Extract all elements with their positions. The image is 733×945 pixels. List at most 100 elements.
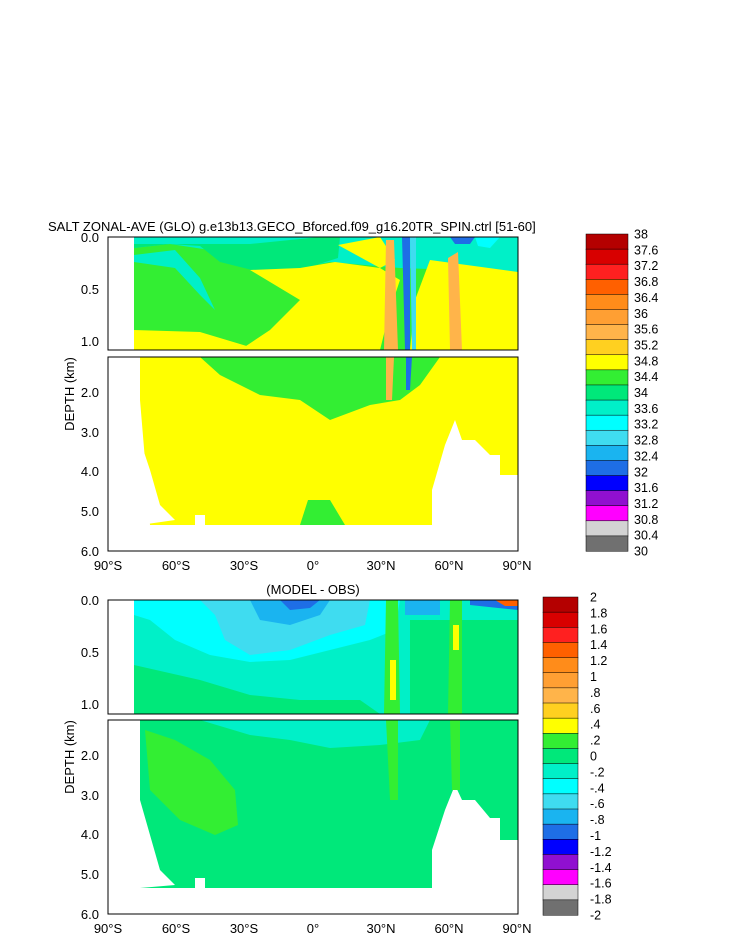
colorbar-2-label-11: -.2 — [590, 765, 605, 779]
colorbar-1-label-16: 31.6 — [634, 481, 658, 495]
colorbar-1-label-15: 32 — [634, 465, 648, 479]
colorbar-1-label-20: 30 — [634, 545, 648, 559]
colorbar-2-label-5: 1 — [590, 670, 597, 684]
panel-1-ytick-6: 5.0 — [81, 504, 99, 519]
colorbar-1-label-14: 32.4 — [634, 449, 658, 463]
panel-2-colorbar: 21.81.61.41.21.8.6.4.20-.2-.4-.6-.8-1-1.… — [542, 591, 612, 923]
colorbar-1-swatch-19 — [585, 520, 629, 537]
colorbar-1-swatch-15 — [585, 460, 629, 477]
panel-2-ytick-5: 4.0 — [81, 827, 99, 842]
colorbar-1-label-12: 33.2 — [634, 418, 658, 432]
colorbar-2-swatch-8 — [542, 717, 579, 734]
panel-2-y-axis: 0.0 0.5 1.0 2.0 3.0 4.0 5.0 6.0 DEPTH (k… — [62, 593, 99, 922]
colorbar-1-label-19: 30.4 — [634, 529, 658, 543]
colorbar-2-label-12: -.4 — [590, 781, 605, 795]
panel-1-ytick-1: 0.5 — [81, 282, 99, 297]
colorbar-1-label-4: 36.4 — [634, 291, 658, 305]
panel-2-upper-field — [108, 600, 518, 714]
colorbar-2-swatch-2 — [542, 627, 579, 643]
colorbar-2-label-16: -1.2 — [590, 845, 612, 859]
colorbar-2-swatch-5 — [542, 672, 579, 689]
colorbar-1-swatch-5 — [585, 309, 629, 326]
panel-2-xtick-1: 60°S — [162, 921, 191, 936]
panel-2-x-axis: 90°S 60°S 30°S 0° 30°N 60°N 90°N — [94, 921, 532, 936]
colorbar-2-swatch-18 — [542, 869, 579, 886]
panel-1-lower-field — [108, 357, 518, 551]
panel-1-ytick-7: 6.0 — [81, 544, 99, 559]
colorbar-2-label-10: 0 — [590, 750, 597, 764]
colorbar-1-swatch-3 — [585, 279, 629, 295]
panel-2-xtick-4: 30°N — [366, 921, 395, 936]
panel-1-ytick-0: 0.0 — [81, 230, 99, 245]
panel-2-ytick-4: 3.0 — [81, 788, 99, 803]
colorbar-2-swatch-16 — [542, 839, 579, 855]
panel-1-upper-frame — [107, 236, 519, 351]
panel-1-ytick-3: 2.0 — [81, 385, 99, 400]
panel-2-xtick-3: 0° — [307, 921, 319, 936]
colorbar-2-label-14: -.8 — [590, 813, 605, 827]
colorbar-1-swatch-10 — [585, 384, 629, 401]
panel-1-xtick-2: 30°S — [230, 558, 259, 573]
colorbar-1-label-1: 37.6 — [634, 243, 658, 257]
colorbar-2-label-13: -.6 — [590, 797, 605, 811]
panel-1-xtick-3: 0° — [307, 558, 319, 573]
colorbar-2-label-17: -1.4 — [590, 861, 612, 875]
colorbar-2-swatch-15 — [542, 823, 579, 840]
colorbar-1-label-11: 33.6 — [634, 402, 658, 416]
colorbar-2-swatch-1 — [542, 611, 579, 628]
colorbar-1-label-3: 36.8 — [634, 275, 658, 289]
panel-1-upper-field — [108, 237, 518, 350]
colorbar-1-label-13: 32.8 — [634, 434, 658, 448]
colorbar-1-swatch-20 — [585, 535, 629, 552]
panel-2-ytick-7: 6.0 — [81, 907, 99, 922]
colorbar-1-label-7: 35.2 — [634, 338, 658, 352]
colorbar-2-label-6: .8 — [590, 686, 600, 700]
panel-2-upper-frame — [107, 599, 519, 715]
panel-2: (MODEL - OBS) — [62, 582, 612, 936]
colorbar-1-label-10: 34 — [634, 386, 648, 400]
colorbar-1-label-18: 30.8 — [634, 513, 658, 527]
colorbar-2-swatch-11 — [542, 763, 579, 780]
colorbar-2-swatch-17 — [542, 854, 579, 871]
panel-1-ytick-4: 3.0 — [81, 425, 99, 440]
panel-2-ytick-1: 0.5 — [81, 645, 99, 660]
panel-2-ytick-0: 0.0 — [81, 593, 99, 608]
colorbar-1-swatch-2 — [585, 263, 629, 280]
colorbar-2-swatch-12 — [542, 778, 579, 795]
colorbar-1-label-0: 38 — [634, 228, 648, 242]
panel-1-xtick-0: 90°S — [94, 558, 123, 573]
panel-1-ytick-5: 4.0 — [81, 464, 99, 479]
colorbar-1-swatch-1 — [585, 248, 629, 265]
colorbar-2-label-15: -1 — [590, 829, 601, 843]
colorbar-1-swatch-4 — [585, 294, 629, 311]
panel-2-ytick-6: 5.0 — [81, 867, 99, 882]
panel-2-xtick-2: 30°S — [230, 921, 259, 936]
panel-1: SALT ZONAL-AVE (GLO) g.e13b13.GECO_Bforc… — [48, 219, 658, 573]
colorbar-1-swatch-12 — [585, 414, 629, 431]
colorbar-2-label-0: 2 — [590, 591, 597, 605]
panel-1-x-axis: 90°S 60°S 30°S 0° 30°N 60°N 90°N — [94, 558, 532, 573]
panel-2-title: (MODEL - OBS) — [266, 582, 359, 597]
colorbar-1-label-17: 31.2 — [634, 497, 658, 511]
colorbar-1-swatch-18 — [585, 505, 629, 522]
panel-1-xtick-5: 60°N — [434, 558, 463, 573]
colorbar-1-swatch-0 — [585, 233, 629, 250]
panel-2-ytick-2: 1.0 — [81, 697, 99, 712]
colorbar-1-label-9: 34.4 — [634, 370, 658, 384]
colorbar-1-swatch-9 — [585, 369, 629, 386]
panel-1-xtick-4: 30°N — [366, 558, 395, 573]
panel-1-ylabel: DEPTH (km) — [62, 357, 77, 431]
colorbar-1-swatch-16 — [585, 475, 629, 492]
colorbar-2-swatch-9 — [542, 733, 579, 749]
colorbar-2-swatch-7 — [542, 702, 579, 719]
colorbar-1-swatch-6 — [585, 324, 629, 341]
colorbar-2-swatch-13 — [542, 793, 579, 810]
colorbar-2-label-1: 1.8 — [590, 606, 607, 620]
colorbar-2-label-19: -1.8 — [590, 893, 612, 907]
colorbar-1-swatch-8 — [585, 354, 629, 371]
colorbar-2-swatch-20 — [542, 899, 579, 916]
colorbar-1-label-6: 35.6 — [634, 323, 658, 337]
colorbar-2-swatch-14 — [542, 808, 579, 825]
